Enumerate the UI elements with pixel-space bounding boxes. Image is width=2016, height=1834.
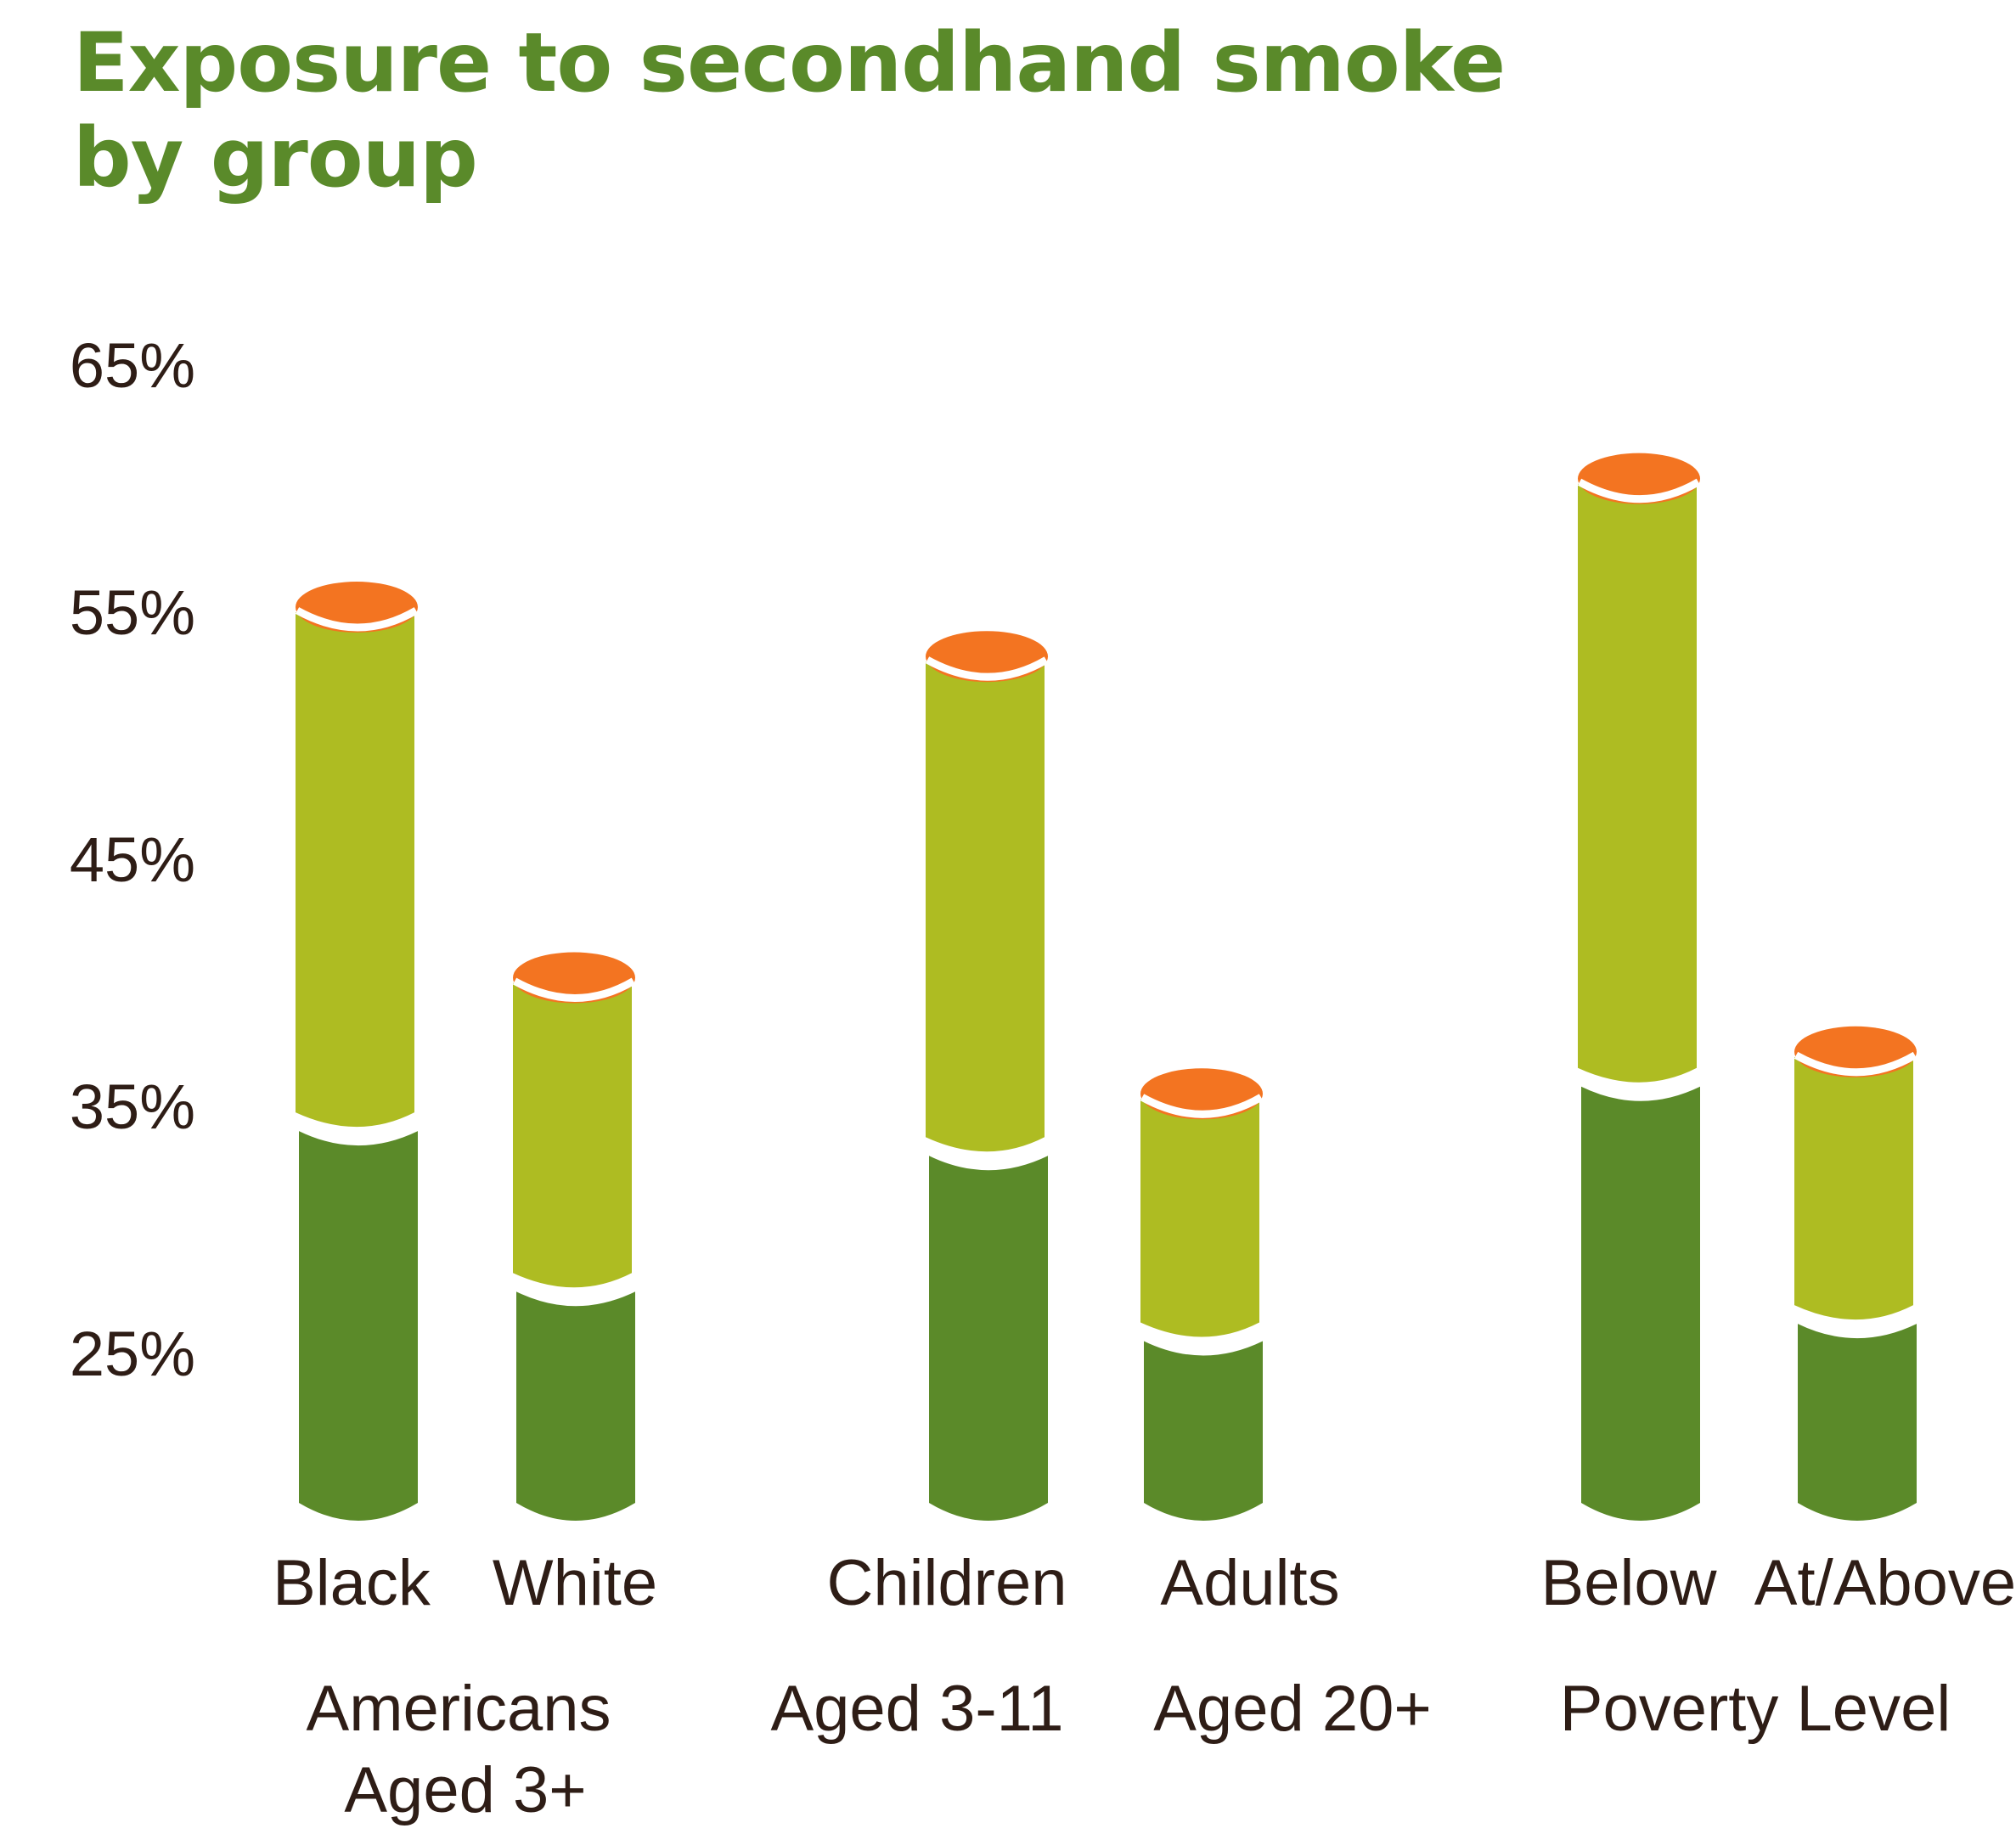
bar-upper-segment bbox=[1794, 1056, 1913, 1320]
bar-at-above bbox=[1790, 1026, 1923, 1521]
category-label: Below bbox=[1541, 1547, 1718, 1619]
bar-cap-rim bbox=[1794, 1051, 1917, 1077]
bar-segment-separator bbox=[1574, 1071, 1706, 1095]
bar-cap-rim bbox=[925, 656, 1049, 681]
bar-lower-segment bbox=[1798, 1324, 1917, 1521]
y-tick-label: 55% bbox=[70, 577, 195, 648]
group-label: Aged 3-11 bbox=[770, 1673, 1063, 1745]
y-tick-label: 65% bbox=[70, 330, 195, 401]
bar-children bbox=[921, 631, 1054, 1521]
chart-title: Exposure to secondhand smoke by group bbox=[73, 15, 1687, 205]
bar-lower-segment bbox=[299, 1131, 418, 1521]
bar-segment-separator bbox=[509, 1275, 641, 1301]
bar-lower-segment bbox=[516, 1291, 635, 1521]
bar-cap-rim bbox=[1577, 478, 1701, 504]
category-label: Adults bbox=[1160, 1547, 1339, 1619]
group-label: Americans bbox=[307, 1673, 611, 1745]
bar-lower-segment bbox=[929, 1156, 1048, 1521]
bar-cap-rim bbox=[295, 607, 419, 632]
bar-upper-segment bbox=[926, 661, 1045, 1152]
bar-white bbox=[509, 952, 641, 1521]
y-tick-label: 45% bbox=[70, 824, 195, 895]
bar-segment-separator bbox=[921, 1139, 1054, 1165]
category-label: White bbox=[493, 1547, 657, 1619]
bar-segment-separator bbox=[1790, 1308, 1923, 1332]
category-labels: Black White Children Adults Below At/Above bbox=[273, 1547, 2016, 1619]
bar-lower-segment bbox=[1581, 1086, 1700, 1521]
group-label: Aged 20+ bbox=[1153, 1673, 1432, 1745]
bar-upper-segment bbox=[513, 982, 632, 1288]
chart-title-line-1: Exposure to secondhand smoke bbox=[73, 15, 1506, 110]
y-axis-ticks: 65% 55% 45% 35% 25% bbox=[70, 330, 195, 1389]
bar-upper-segment bbox=[296, 612, 414, 1128]
y-tick-label: 25% bbox=[70, 1319, 195, 1389]
bar-segment-separator bbox=[291, 1115, 424, 1139]
bar-upper-segment bbox=[1578, 483, 1697, 1083]
chart-title-line-2: by group bbox=[73, 110, 478, 205]
group-label: Poverty Level bbox=[1560, 1673, 1951, 1745]
bar-upper-segment bbox=[1140, 1099, 1259, 1337]
group-labels: Americans Aged 3+ Aged 3-11 Aged 20+ Poverty… bbox=[307, 1673, 1951, 1826]
bar-segment-separator bbox=[1136, 1325, 1269, 1350]
bars bbox=[291, 453, 1923, 1521]
bar-adults bbox=[1136, 1068, 1269, 1521]
bar-below bbox=[1574, 453, 1706, 1521]
group-label: Aged 3+ bbox=[344, 1754, 586, 1826]
bar-cap-rim bbox=[1140, 1094, 1264, 1118]
bar-black bbox=[291, 582, 424, 1521]
bar-cap-rim bbox=[512, 977, 636, 1002]
y-tick-label: 35% bbox=[70, 1072, 195, 1142]
category-label: At/Above bbox=[1754, 1547, 2016, 1619]
category-label: Black bbox=[273, 1547, 431, 1619]
bar-lower-segment bbox=[1144, 1341, 1263, 1521]
category-label: Children bbox=[826, 1547, 1067, 1619]
